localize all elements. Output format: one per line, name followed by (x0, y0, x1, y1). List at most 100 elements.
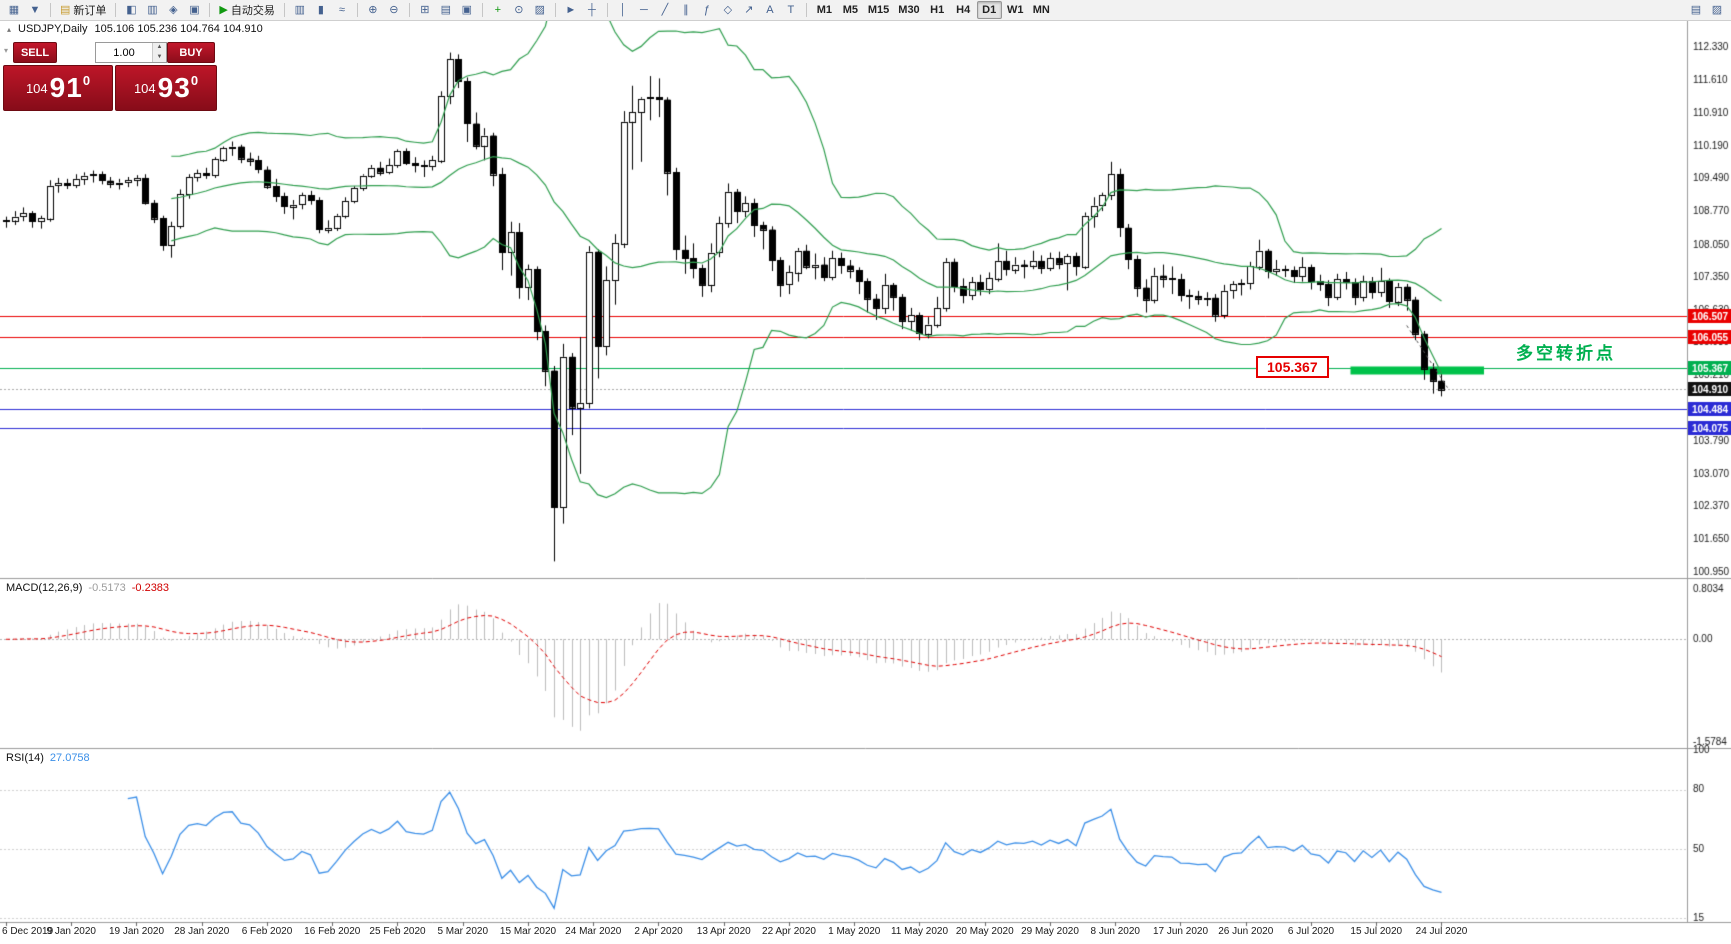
data-window-icon: ▥ (147, 3, 158, 16)
tf-mn-button[interactable]: MN (1029, 1, 1054, 19)
line-chart-mode-button[interactable]: ≈ (332, 1, 352, 19)
toolbar-group: │ ─ ╱ ∥ ƒ ◇ ↗ A T (613, 1, 801, 19)
data-window-button[interactable]: ▥ (142, 1, 162, 19)
volume-up-icon[interactable]: ▲ (153, 43, 166, 53)
market-watch-button[interactable]: ◧ (121, 1, 141, 19)
date-label: 6 Feb 2020 (241, 926, 293, 937)
date-label: 9 Jan 2020 (46, 926, 97, 937)
date-label: 22 Apr 2020 (762, 926, 816, 937)
crosshair-button[interactable]: ┼ (582, 1, 602, 19)
macd-signal-value: -0.2383 (131, 582, 170, 594)
chart-settings-button[interactable]: ▤ (1686, 1, 1706, 19)
terminal-button[interactable]: ▣ (184, 1, 204, 19)
arrows-tool-button[interactable]: ↗ (739, 1, 759, 19)
tf-w1-button[interactable]: W1 (1003, 1, 1028, 19)
periods-icon: ⊙ (514, 3, 524, 16)
tf-h4-button[interactable]: H4 (951, 1, 976, 19)
buy-button-label: BUY (179, 46, 203, 59)
tf-d1-label: D1 (982, 4, 997, 16)
tf-d1-button[interactable]: D1 (976, 1, 1002, 19)
fibonacci-tool-button[interactable]: ƒ (697, 1, 717, 19)
docking-icon: ▨ (1711, 3, 1723, 16)
docking-button[interactable]: ▨ (1707, 1, 1727, 19)
buy-price-panel[interactable]: 104 93 0 (115, 65, 217, 111)
label-tool-button[interactable]: T (781, 1, 801, 19)
toolbar-group: ⊕ ⊖ (363, 1, 404, 19)
date-label: 19 Jan 2020 (108, 926, 165, 937)
navigator-icon: ◈ (169, 3, 178, 16)
date-label: 5 Mar 2020 (437, 926, 489, 937)
rsi-indicator-label: RSI(14) 27.0758 (6, 752, 90, 764)
new-chart-button[interactable]: ▦ (4, 1, 24, 19)
bar-chart-mode-button[interactable]: ▥ (290, 1, 310, 19)
autotrading-button[interactable]: ▶ 自动交易 (215, 1, 278, 19)
toolbar-separator (606, 3, 608, 17)
buy-button[interactable]: BUY (167, 42, 215, 63)
zoom-in-button[interactable]: ⊕ (363, 1, 383, 19)
bar-chart-mode-icon: ▥ (294, 3, 306, 16)
arrows-tool-icon: ↗ (744, 3, 754, 16)
autotrading-label: 自动交易 (230, 5, 275, 17)
horizontal-line-tool-icon: ─ (639, 3, 648, 16)
chart-profiles-icon: ▼ (29, 3, 41, 16)
cascade-windows-button[interactable]: ▤ (436, 1, 456, 19)
indicators-add-button[interactable]: + (488, 1, 508, 19)
toolbar-group: ◧ ▥ ◈ ▣ (121, 1, 204, 19)
tf-m30-button[interactable]: M30 (894, 1, 923, 19)
volume-spinner: ▲ ▼ (152, 43, 166, 62)
chart-profiles-button[interactable]: ▼ (25, 1, 45, 19)
tf-m1-button[interactable]: M1 (812, 1, 837, 19)
tf-m1-label: M1 (816, 4, 833, 16)
toolbar-separator (283, 3, 285, 17)
buy-price-handle: 104 (133, 80, 156, 96)
tf-h4-label: H4 (956, 4, 971, 16)
candlestick-mode-button[interactable]: ▮ (311, 1, 331, 19)
volume-down-icon[interactable]: ▼ (153, 52, 166, 62)
channel-tool-button[interactable]: ∥ (676, 1, 696, 19)
new-order-button[interactable]: ▤ 新订单 (56, 1, 110, 19)
vertical-line-tool-button[interactable]: │ (613, 1, 633, 19)
chart-corner-icon: ▴ (7, 24, 12, 34)
tile-windows-button[interactable]: ⊞ (415, 1, 435, 19)
cursor-button[interactable]: ► (561, 1, 581, 19)
volume-box: ▲ ▼ (95, 42, 167, 63)
sell-price-pip: 0 (82, 73, 91, 88)
tf-h1-button[interactable]: H1 (925, 1, 950, 19)
rsi-name: RSI(14) (6, 752, 44, 764)
text-tool-button[interactable]: A (760, 1, 780, 19)
toolbar: ▦ ▼ ▤ 新订单 ◧ ▥ ◈ ▣ ▶ 自动交易 ▥ ▮ ≈ ⊕ ⊖ ⊞ ▤ ▣ + ⊙ ▨ ► ┼ │ ─ ╱ ∥ ƒ ◇ ↗ A T M1 M… (0, 0, 1731, 21)
navigator-button[interactable]: ◈ (163, 1, 183, 19)
horizontal-line-tool-button[interactable]: ─ (634, 1, 654, 19)
new-order-label: 新订单 (73, 5, 107, 17)
tile-windows-icon: ⊞ (420, 3, 430, 16)
rsi-value: 27.0758 (49, 752, 90, 764)
zoom-out-button[interactable]: ⊖ (384, 1, 404, 19)
sell-price-panel[interactable]: 104 91 0 (3, 65, 113, 111)
sell-price-big-digits: 91 (49, 72, 83, 103)
arrange-windows-button[interactable]: ▣ (457, 1, 477, 19)
trendline-tool-button[interactable]: ╱ (655, 1, 675, 19)
periods-button[interactable]: ⊙ (509, 1, 529, 19)
templates-button[interactable]: ▨ (530, 1, 550, 19)
trendline-tool-icon: ╱ (661, 3, 669, 16)
tf-w1-label: W1 (1006, 4, 1024, 16)
autotrading-icon: ▶ (219, 3, 228, 16)
turning-point-label[interactable]: 多空转折点 (1516, 344, 1616, 363)
date-label: 2 Apr 2020 (634, 926, 683, 937)
price-callout-label[interactable]: 105.367 (1256, 356, 1329, 378)
collapse-panel-icon[interactable]: ▾ (4, 46, 9, 55)
date-label: 25 Feb 2020 (369, 926, 426, 937)
sell-button[interactable]: SELL (13, 42, 57, 63)
date-axis: 6 Dec 2019 9 Jan 2020 19 Jan 2020 28 Jan 20… (0, 924, 1687, 944)
shapes-tool-button[interactable]: ◇ (718, 1, 738, 19)
tf-m15-button[interactable]: M15 (864, 1, 893, 19)
volume-input[interactable] (96, 43, 152, 62)
tf-m5-button[interactable]: M5 (838, 1, 863, 19)
crosshair-icon: ┼ (587, 3, 596, 16)
date-label: 20 May 2020 (955, 926, 1014, 937)
tf-h1-label: H1 (930, 4, 945, 16)
date-label: 16 Feb 2020 (304, 926, 361, 937)
date-label: 24 Jul 2020 (1415, 926, 1468, 937)
buy-price-big-digits: 93 (157, 72, 191, 103)
